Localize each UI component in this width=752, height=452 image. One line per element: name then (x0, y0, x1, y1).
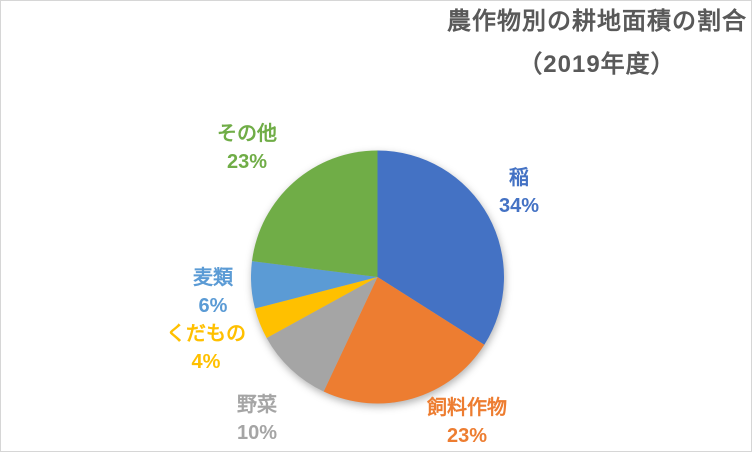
chart-title-line1: 農作物別の耕地面積の割合 (447, 8, 747, 35)
pie-slice-4[interactable] (251, 261, 378, 309)
slice-label-0: 稲 34% (499, 164, 539, 220)
chart-title: 農作物別の耕地面積の割合 （2019年度） (447, 1, 747, 86)
chart-title-line2: （2019年度） (518, 51, 676, 78)
slice-label-name: くだもの (166, 323, 246, 345)
pie-slice-5[interactable] (252, 150, 378, 278)
slice-label-name: 飼料作物 (427, 397, 507, 419)
slice-label-name: 稲 (509, 167, 529, 189)
slice-label-percent: 23% (446, 425, 488, 447)
slice-label-percent: 34% (498, 195, 540, 217)
pie-slice-0[interactable] (377, 150, 505, 345)
slice-label-5: その他 23% (217, 120, 277, 176)
pie-slice-1[interactable] (323, 277, 485, 404)
slice-label-3: くだもの 4% (166, 320, 246, 376)
slice-label-2: 野菜 10% (237, 391, 277, 447)
slice-label-percent: 23% (226, 151, 268, 173)
slice-label-name: その他 (217, 123, 277, 145)
slice-label-percent: 10% (236, 422, 278, 444)
slice-label-name: 麦類 (193, 267, 233, 289)
slice-label-1: 飼料作物 23% (427, 394, 507, 450)
slice-label-percent: 4% (191, 351, 221, 373)
slice-label-percent: 6% (198, 295, 228, 317)
slice-label-name: 野菜 (237, 394, 277, 416)
slice-label-4: 麦類 6% (193, 264, 233, 320)
pie-slice-2[interactable] (266, 277, 378, 392)
pie-slice-3[interactable] (254, 277, 378, 338)
